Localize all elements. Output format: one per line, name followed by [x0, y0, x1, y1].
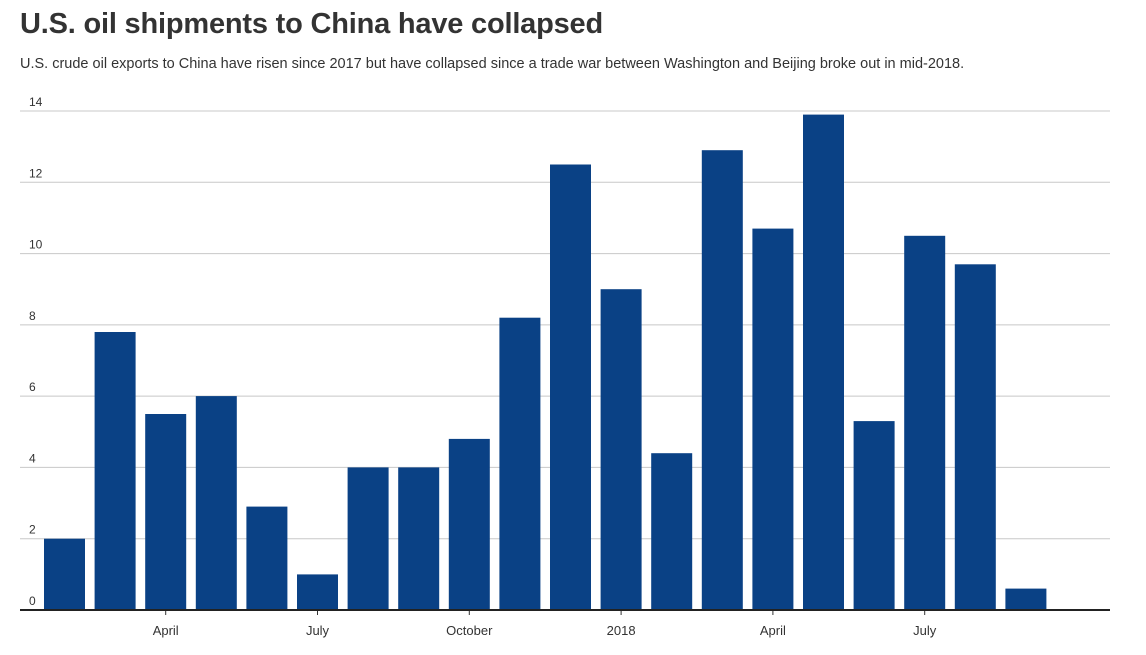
chart-subtitle: U.S. crude oil exports to China have ris… [20, 56, 965, 72]
bar-17 [904, 235, 946, 611]
chart-title: U.S. oil shipments to China have collaps… [20, 8, 603, 40]
bars [44, 114, 1047, 611]
bar-9 [499, 317, 541, 610]
bar-19 [1005, 588, 1047, 610]
bar-1 [94, 332, 136, 610]
bar-14 [752, 228, 794, 610]
bar-11 [600, 289, 642, 610]
x-tick-label: July [913, 623, 937, 638]
bar-6 [347, 467, 389, 610]
bar-7 [398, 467, 440, 610]
y-tick-label: 4 [29, 451, 36, 465]
bar-4 [246, 506, 288, 610]
y-axis-ticks: 0 2 4 6 8 10 12 14 [29, 95, 43, 608]
x-axis-ticks: April July October 2018 April July [153, 610, 937, 638]
bar-10 [550, 164, 591, 610]
bar-5 [297, 574, 338, 610]
x-tick-label: April [153, 623, 179, 638]
bar-15 [803, 114, 844, 610]
x-tick-label: 2018 [607, 623, 636, 638]
bar-3 [195, 396, 237, 610]
bar-8 [448, 438, 490, 610]
y-tick-label: 8 [29, 309, 36, 323]
bar-13 [701, 150, 743, 610]
bar-12 [651, 453, 693, 610]
x-tick-label: July [306, 623, 330, 638]
bar-0 [44, 538, 85, 610]
y-tick-label: 12 [29, 166, 43, 180]
bar-2 [145, 414, 187, 610]
y-tick-label: 0 [29, 594, 36, 608]
y-tick-label: 14 [29, 95, 43, 109]
bar-16 [853, 421, 895, 610]
bar-18 [954, 264, 996, 610]
x-tick-label: April [760, 623, 786, 638]
x-tick-label: October [446, 623, 493, 638]
y-tick-label: 10 [29, 238, 43, 252]
y-tick-label: 2 [29, 523, 36, 537]
y-tick-label: 6 [29, 380, 36, 394]
